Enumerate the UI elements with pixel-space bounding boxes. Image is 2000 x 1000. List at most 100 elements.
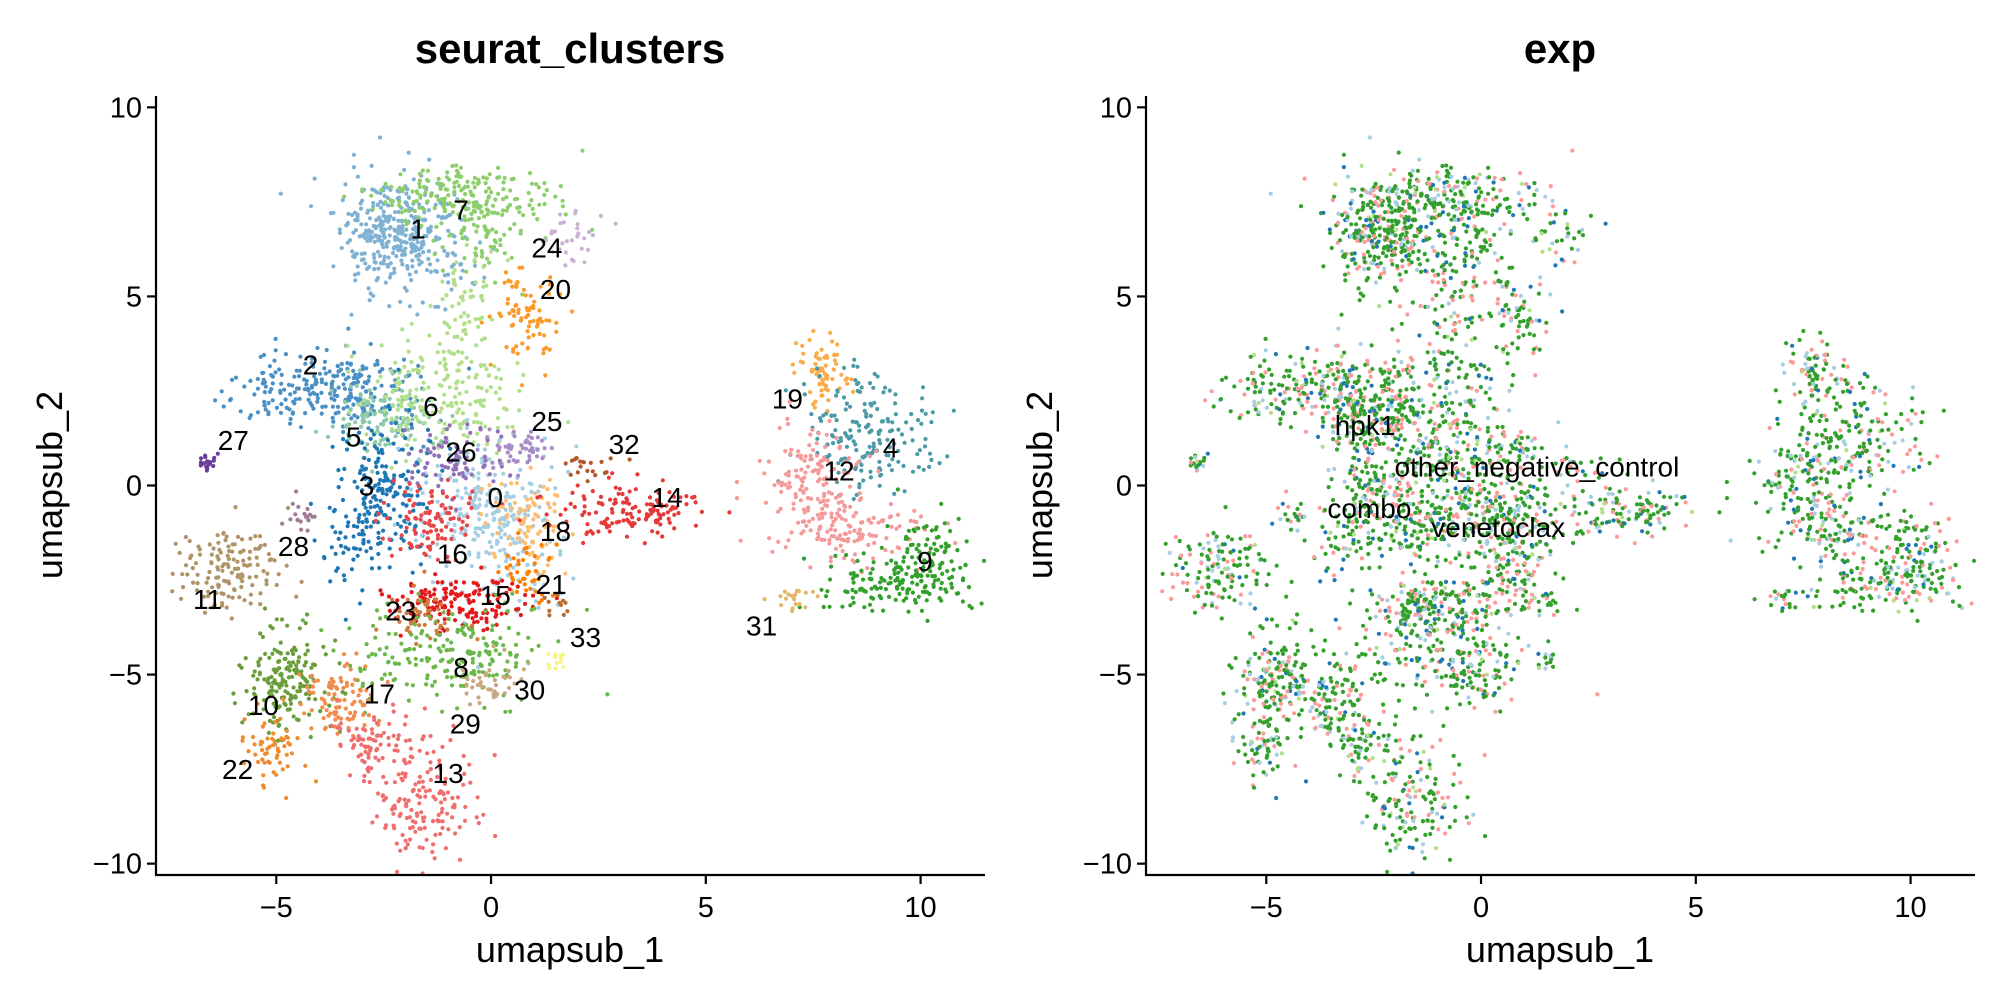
cluster-label: 23 xyxy=(385,595,416,626)
scatter-point xyxy=(432,856,437,861)
scatter-point xyxy=(546,291,552,296)
scatter-point xyxy=(1378,261,1383,266)
scatter-point xyxy=(419,594,424,599)
scatter-point xyxy=(1376,217,1381,222)
scatter-point xyxy=(183,534,188,540)
scatter-point xyxy=(770,549,775,554)
cluster-label: 6 xyxy=(423,391,439,422)
scatter-point xyxy=(374,218,379,223)
scatter-point xyxy=(518,450,523,455)
scatter-point xyxy=(445,170,450,175)
scatter-point xyxy=(256,663,261,668)
scatter-point xyxy=(473,491,479,496)
scatter-point xyxy=(478,662,483,667)
cluster-label: 30 xyxy=(514,675,545,706)
scatter-point xyxy=(1473,189,1478,194)
scatter-point xyxy=(479,512,484,517)
scatter-point xyxy=(426,178,431,184)
scatter-point xyxy=(828,559,833,564)
scatter-point xyxy=(408,233,413,238)
scatter-point xyxy=(448,516,453,522)
scatter-point xyxy=(1532,192,1537,197)
scatter-point xyxy=(413,269,419,274)
scatter-point xyxy=(380,229,385,235)
scatter-point xyxy=(366,654,371,659)
seurat-clusters-panel: seurat_clusters 012345678910111213141516… xyxy=(29,25,987,970)
scatter-point xyxy=(421,819,426,824)
scatter-point xyxy=(614,520,619,525)
scatter-point xyxy=(1367,253,1373,258)
scatter-point xyxy=(455,410,460,415)
scatter-point xyxy=(1424,194,1429,199)
scatter-point xyxy=(342,194,347,199)
scatter-point xyxy=(397,796,402,802)
scatter-point xyxy=(414,236,419,241)
scatter-point xyxy=(517,265,522,270)
scatter-point xyxy=(493,609,498,614)
scatter-point xyxy=(789,447,794,452)
scatter-point xyxy=(305,685,310,690)
scatter-point xyxy=(853,378,858,383)
scatter-point xyxy=(558,184,563,189)
scatter-point xyxy=(1466,180,1471,185)
scatter-point xyxy=(1321,264,1326,269)
scatter-point xyxy=(449,351,454,356)
scatter-point xyxy=(401,420,406,425)
scatter-point xyxy=(373,362,378,367)
scatter-point xyxy=(362,455,367,461)
scatter-point xyxy=(322,359,328,364)
scatter-point xyxy=(417,623,422,628)
scatter-point xyxy=(386,203,391,208)
scatter-point xyxy=(870,596,876,601)
scatter-point xyxy=(361,532,366,537)
scatter-point xyxy=(920,385,926,390)
scatter-point xyxy=(1516,190,1521,196)
scatter-point xyxy=(476,443,481,448)
scatter-point xyxy=(453,831,458,836)
scatter-point xyxy=(939,501,944,506)
scatter-point xyxy=(620,509,626,515)
scatter-point xyxy=(1396,208,1401,213)
scatter-point xyxy=(224,605,229,610)
scatter-point xyxy=(637,509,642,514)
scatter-point xyxy=(520,383,525,388)
scatter-point xyxy=(800,479,805,484)
scatter-point xyxy=(485,212,490,217)
scatter-point xyxy=(381,209,386,214)
scatter-point xyxy=(340,198,345,203)
scatter-point xyxy=(514,481,520,486)
scatter-point xyxy=(383,280,388,285)
scatter-point xyxy=(772,483,777,488)
scatter-point xyxy=(481,284,486,289)
scatter-point xyxy=(471,580,476,585)
scatter-point xyxy=(836,536,841,541)
scatter-point xyxy=(449,528,454,533)
scatter-point xyxy=(571,576,576,581)
scatter-point xyxy=(407,272,412,277)
scatter-point xyxy=(364,517,369,522)
cluster-label: 1 xyxy=(410,213,426,244)
scatter-point xyxy=(443,187,448,192)
scatter-point xyxy=(359,742,364,747)
scatter-point xyxy=(423,510,428,515)
scatter-point xyxy=(480,251,485,256)
scatter-point xyxy=(211,463,216,469)
scatter-point xyxy=(906,609,911,614)
scatter-point xyxy=(801,529,806,534)
x-tick-label: −5 xyxy=(260,892,293,924)
scatter-point xyxy=(1444,163,1449,168)
scatter-point xyxy=(350,745,356,750)
scatter-point xyxy=(979,601,984,606)
scatter-point xyxy=(1472,275,1477,280)
scatter-point xyxy=(881,390,886,395)
scatter-point xyxy=(479,210,484,215)
scatter-point xyxy=(266,552,271,557)
scatter-point xyxy=(531,318,536,324)
scatter-point xyxy=(414,199,419,204)
scatter-point xyxy=(445,331,450,336)
scatter-point xyxy=(1426,176,1431,181)
scatter-point xyxy=(815,531,821,536)
scatter-point xyxy=(495,531,500,536)
scatter-point xyxy=(539,598,544,603)
scatter-point xyxy=(381,730,386,735)
